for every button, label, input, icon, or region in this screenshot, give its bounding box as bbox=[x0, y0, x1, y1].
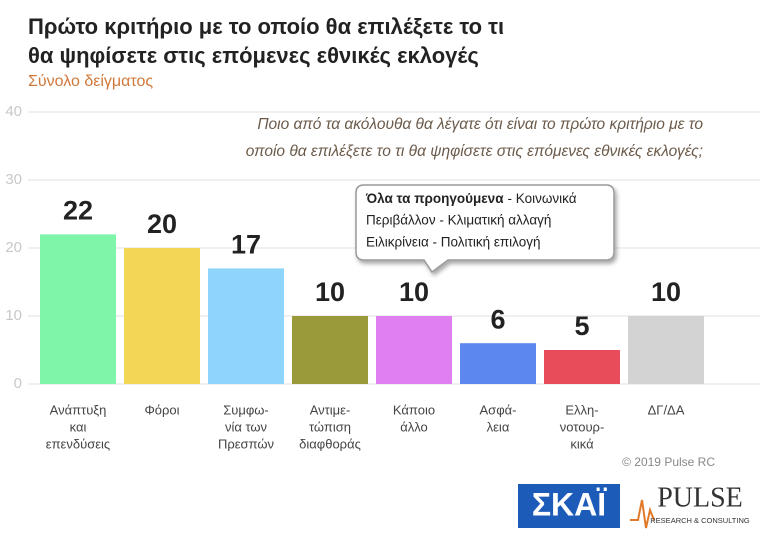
x-tick-label: Πρεσπών bbox=[218, 436, 274, 451]
bar bbox=[460, 343, 536, 384]
x-tick-label: Αντιμε- bbox=[310, 402, 351, 417]
pulse-logo-sub: RESEARCH & CONSULTING bbox=[650, 516, 750, 525]
pulse-logo-text: PULSE bbox=[657, 482, 743, 513]
x-tick-label: ΔΓ/ΔΑ bbox=[648, 402, 685, 417]
question: οποίο θα επιλέξετε το τι θα ψηφίσετε στι… bbox=[246, 143, 703, 160]
value-label: 22 bbox=[63, 196, 93, 226]
callout-text: Ειλικρίνεια - Πολιτική επιλογή bbox=[366, 235, 541, 250]
y-tick-label: 10 bbox=[5, 307, 22, 324]
value-label: 5 bbox=[574, 311, 589, 341]
value-label: 17 bbox=[231, 230, 261, 260]
bar bbox=[40, 234, 116, 384]
callout-text: Όλα τα προηγούμενα - Κοινωνικά bbox=[365, 191, 577, 206]
x-tick-label: Ανάπτυξη bbox=[50, 402, 107, 417]
x-tick-label: άλλο bbox=[400, 419, 428, 434]
callout-text: Περιβάλλον - Κλιματική αλλαγή bbox=[366, 213, 551, 228]
x-tick-label: λεια bbox=[487, 419, 510, 434]
callout: Όλα τα προηγούμενα - Κοινωνικά Περιβάλλον… bbox=[355, 184, 615, 274]
x-tick-label: Συμφω- bbox=[223, 402, 269, 417]
pulse-logo-mark bbox=[630, 499, 655, 529]
skai-logo-text: ΣΚΑΪ bbox=[532, 486, 607, 522]
x-tick-label: Ελλη- bbox=[565, 402, 598, 417]
x-tick-label: Φόροι bbox=[144, 402, 179, 417]
subtitle: Σύνολο δείγματος bbox=[28, 73, 153, 90]
y-tick-label: 20 bbox=[5, 239, 22, 256]
value-label: 10 bbox=[651, 277, 681, 307]
callout-rest: - Κοινωνικά bbox=[508, 191, 577, 206]
x-tick-label: κικά bbox=[570, 436, 594, 451]
bar bbox=[292, 316, 368, 384]
bar bbox=[376, 316, 452, 384]
y-tick-label: 0 bbox=[14, 375, 22, 392]
x-tick-label: διαφθοράς bbox=[299, 436, 361, 451]
x-tick-label: Ασφά- bbox=[480, 402, 517, 417]
question: Ποιο από τα ακόλουθα θα λέγατε ότι είναι… bbox=[257, 116, 703, 133]
x-tick-label: Κάποιο bbox=[393, 402, 435, 417]
y-tick-label: 30 bbox=[5, 171, 22, 188]
bar bbox=[208, 268, 284, 384]
chart-title: Πρώτο κριτήριο με το οποίο θα επιλέξετε … bbox=[28, 14, 504, 39]
x-tick-label: νία των bbox=[225, 419, 267, 434]
copyright: © 2019 Pulse RC bbox=[622, 455, 715, 469]
x-tick-label: και bbox=[70, 419, 87, 434]
value-label: 10 bbox=[315, 277, 345, 307]
bars: 22 Ανάπτυξη και επενδύσεις 20 Φόροι 17 Συμφω-νί… bbox=[40, 196, 704, 451]
x-tick-label: τώπιση bbox=[309, 419, 351, 434]
x-tick-label: νοτουρ- bbox=[560, 419, 605, 434]
callout-box bbox=[355, 184, 615, 274]
value-label: 20 bbox=[147, 209, 177, 239]
bar bbox=[544, 350, 620, 384]
bar bbox=[124, 248, 200, 384]
x-tick-label: επενδύσεις bbox=[46, 436, 110, 451]
y-tick-label: 40 bbox=[5, 103, 22, 120]
value-label: 6 bbox=[490, 304, 505, 334]
callout-bold: Όλα τα προηγούμενα bbox=[365, 191, 504, 206]
skai-logo bbox=[518, 484, 620, 528]
chart-title: θα ψηφίσετε στις επόμενες εθνικές εκλογέ… bbox=[28, 43, 479, 68]
bar bbox=[628, 316, 704, 384]
value-label: 10 bbox=[399, 277, 429, 307]
